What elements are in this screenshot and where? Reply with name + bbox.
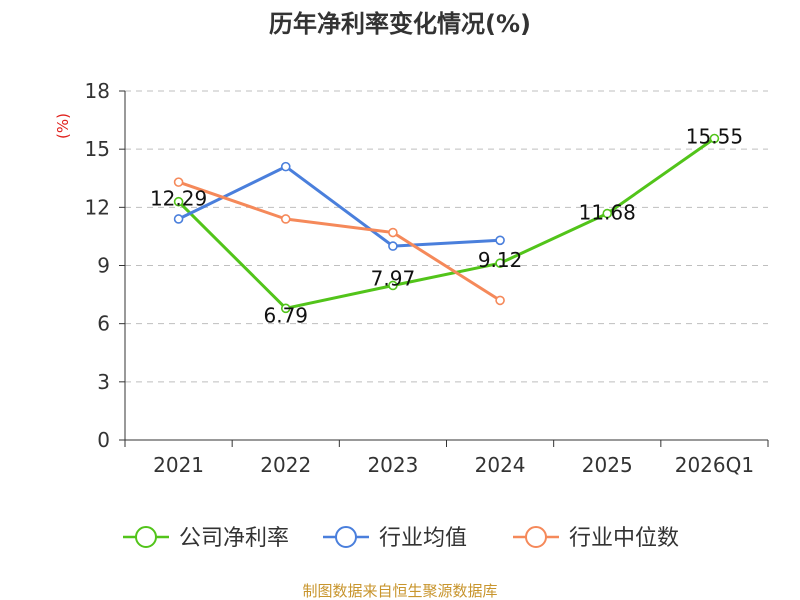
legend-item: 公司净利率: [123, 526, 289, 551]
legend-item: 行业均值: [323, 526, 467, 551]
legend-item: 行业中位数: [513, 526, 679, 551]
y-tick-label: 12: [85, 195, 110, 219]
grid-lines: [125, 90, 768, 383]
data-label: 15.55: [686, 125, 743, 149]
y-tick-label: 9: [97, 254, 110, 278]
series-line: [177, 165, 502, 248]
data-point: [495, 235, 505, 246]
data-point: [388, 280, 398, 291]
y-tick-label: 3: [97, 370, 110, 394]
x-tick-label: 2021: [153, 453, 204, 477]
axes: 0 3 6 9 12 15 18 2021 2022 2023 2024 2025 2026Q1: [85, 79, 769, 477]
y-tick-label: 18: [85, 79, 110, 103]
data-label: 11.68: [579, 201, 636, 225]
y-tick-label: 15: [85, 137, 110, 161]
legend-marker: [135, 526, 157, 548]
legend-label: 行业中位数: [569, 526, 679, 551]
x-tick-label: 2023: [367, 453, 418, 477]
legend-marker: [335, 526, 357, 548]
data-labels: 12.29 6.79 7.97 9.12 11.68 15.55: [150, 125, 743, 328]
data-point: [173, 196, 184, 207]
x-tick-label: 2022: [260, 453, 311, 477]
x-tick-label: 2024: [475, 453, 526, 477]
data-point: [388, 241, 398, 251]
series-line: [177, 180, 502, 302]
legend-label: 公司净利率: [179, 526, 289, 551]
data-point: [173, 177, 184, 187]
data-point: [280, 303, 291, 314]
data-label: 12.29: [150, 187, 207, 211]
x-tick-label: 2025: [582, 453, 633, 477]
chart-title: 历年净利率变化情况(%): [269, 10, 531, 38]
x-tick-label: 2026Q1: [675, 453, 754, 477]
legend: 公司净利率 行业均值 行业中位数: [123, 526, 679, 551]
data-point: [495, 295, 505, 306]
y-tick-label: 0: [97, 428, 110, 452]
data-point: [280, 161, 291, 172]
y-tick-label: 6: [97, 312, 110, 336]
data-point: [173, 214, 184, 224]
series-line: [177, 137, 716, 310]
data-label: 6.79: [263, 303, 308, 327]
data-point: [280, 214, 291, 224]
data-label: 9.12: [478, 248, 523, 272]
y-axis-label: (%): [54, 113, 72, 139]
legend-marker: [525, 526, 547, 548]
data-point: [495, 258, 505, 268]
data-point: [388, 227, 398, 238]
legend-label: 行业均值: [379, 526, 467, 551]
data-point: [709, 133, 720, 144]
data-point: [602, 208, 613, 219]
data-label: 7.97: [371, 266, 416, 290]
series-lines: [173, 133, 720, 314]
source-note: 制图数据来自恒生聚源数据库: [302, 582, 497, 600]
